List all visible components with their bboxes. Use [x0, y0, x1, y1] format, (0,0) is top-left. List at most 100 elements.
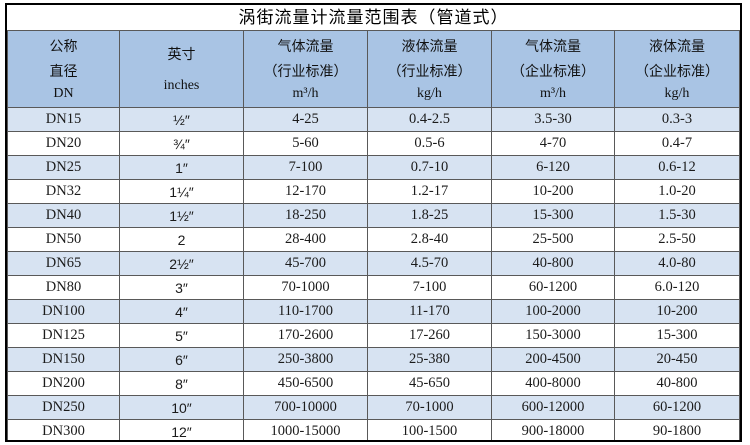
- table-header-row: 公称直径 DN 英寸 inches 气体流量 （行业标准） m³/h 液体流量 （行业标准） kg…: [7, 30, 740, 108]
- cell-inches: 8″: [119, 371, 244, 396]
- table-row-dn100: DN100 4″ 110-1700 11-170 100-2000 10-200: [7, 299, 740, 324]
- cell-dn: DN100: [7, 299, 120, 324]
- col-header-gas-enterprise-line-2: m³/h: [540, 86, 566, 101]
- cell-dn: DN150: [7, 347, 120, 372]
- cell-liquid-enterprise: 40-800: [614, 371, 740, 396]
- cell-liquid-industry: 0.5-6: [367, 131, 492, 156]
- cell-gas-industry: 110-1700: [243, 299, 368, 324]
- cell-gas-enterprise: 3.5-30: [491, 107, 615, 132]
- table-row-dn65: DN65 2½″ 45-700 4.5-70 40-800 4.0-80: [7, 251, 740, 276]
- cell-gas-enterprise: 40-800: [491, 251, 615, 276]
- col-header-gas-enterprise-line-1: （企业标准）: [511, 65, 595, 80]
- col-header-liquid-industry-line-1: （行业标准）: [387, 65, 472, 80]
- cell-gas-enterprise: 200-4500: [491, 347, 615, 372]
- cell-inches: 2: [119, 227, 244, 252]
- cell-inches: 3″: [119, 275, 244, 300]
- flow-range-table: 公称直径 DN 英寸 inches 气体流量 （行业标准） m³/h 液体流量 （行业标准） kg…: [7, 30, 740, 440]
- table-row-dn15: DN15 ½″ 4-25 0.4-2.5 3.5-30 0.3-3: [7, 107, 740, 132]
- cell-liquid-industry: 45-650: [367, 371, 492, 396]
- cell-inches: 5″: [119, 323, 244, 348]
- cell-liquid-enterprise: 0.3-3: [614, 107, 740, 132]
- cell-gas-industry: 12-170: [243, 179, 368, 204]
- cell-dn: DN250: [7, 395, 120, 420]
- table-row-dn150: DN150 6″ 250-3800 25-380 200-4500 20-450: [7, 347, 740, 372]
- cell-gas-industry: 700-10000: [243, 395, 368, 420]
- cell-gas-industry: 28-400: [243, 227, 368, 252]
- cell-gas-enterprise: 100-2000: [491, 299, 615, 324]
- col-header-gas-industry-line-0: 气体流量: [277, 40, 334, 55]
- col-header-liquid-enterprise: 液体流量 （企业标准） kg/h: [614, 30, 740, 108]
- table-row-dn50: DN50 2 28-400 2.8-40 25-500 2.5-50: [7, 227, 740, 252]
- cell-liquid-enterprise: 1.0-20: [614, 179, 740, 204]
- cell-liquid-enterprise: 10-200: [614, 299, 740, 324]
- col-header-liquid-industry-line-2: kg/h: [417, 86, 442, 101]
- cell-inches: 4″: [119, 299, 244, 324]
- col-header-gas-industry-line-1: （行业标准）: [263, 65, 348, 80]
- col-header-dn-line-0: 公称: [49, 40, 78, 55]
- cell-gas-enterprise: 60-1200: [491, 275, 615, 300]
- cell-gas-industry: 450-6500: [243, 371, 368, 396]
- col-header-liquid-industry-lines: 液体流量 （行业标准） kg/h: [369, 32, 491, 107]
- table-title: 涡街流量计流量范围表（管道式）: [7, 5, 740, 30]
- col-header-liquid-enterprise-line-2: kg/h: [664, 86, 690, 101]
- cell-liquid-industry: 0.4-2.5: [367, 107, 492, 132]
- col-header-gas-enterprise-line-0: 气体流量: [525, 40, 581, 55]
- cell-liquid-enterprise: 2.5-50: [614, 227, 740, 252]
- cell-inches: 1¼″: [119, 179, 244, 204]
- cell-gas-industry: 170-2600: [243, 323, 368, 348]
- cell-liquid-enterprise: 0.4-7: [614, 131, 740, 156]
- cell-gas-enterprise: 15-300: [491, 203, 615, 228]
- cell-inches: 12″: [119, 419, 244, 440]
- cell-liquid-enterprise: 6.0-120: [614, 275, 740, 300]
- cell-gas-enterprise: 900-18000: [491, 419, 615, 440]
- table-row-dn25: DN25 1″ 7-100 0.7-10 6-120 0.6-12: [7, 155, 740, 180]
- cell-inches: ½″: [119, 107, 244, 132]
- cell-liquid-enterprise: 60-1200: [614, 395, 740, 420]
- col-header-dn-line-2: DN: [53, 86, 74, 101]
- cell-gas-enterprise: 4-70: [491, 131, 615, 156]
- cell-gas-enterprise: 25-500: [491, 227, 615, 252]
- table-row-dn300: DN300 12″ 1000-15000 100-1500 900-18000 90-18…: [7, 419, 740, 440]
- cell-gas-enterprise: 600-12000: [491, 395, 615, 420]
- table-row-dn32: DN32 1¼″ 12-170 1.2-17 10-200 1.0-20: [7, 179, 740, 204]
- cell-dn: DN200: [7, 371, 120, 396]
- cell-dn: DN300: [7, 419, 120, 440]
- cell-dn: DN80: [7, 275, 120, 300]
- table-row-dn80: DN80 3″ 70-1000 7-100 60-1200 6.0-120: [7, 275, 740, 300]
- cell-gas-industry: 5-60: [243, 131, 368, 156]
- col-header-dn-line-1: 直径: [49, 65, 78, 80]
- cell-liquid-industry: 100-1500: [367, 419, 492, 440]
- table-row-dn200: DN200 8″ 450-6500 45-650 400-8000 40-800: [7, 371, 740, 396]
- col-header-inches-line-0: 英寸: [167, 48, 196, 64]
- col-header-liquid-enterprise-line-0: 液体流量: [649, 40, 705, 55]
- cell-liquid-industry: 4.5-70: [367, 251, 492, 276]
- cell-inches: 10″: [119, 395, 244, 420]
- col-header-liquid-enterprise-line-1: （企业标准）: [635, 65, 719, 80]
- col-header-inches-line-1: inches: [163, 77, 200, 93]
- cell-gas-enterprise: 6-120: [491, 155, 615, 180]
- cell-liquid-enterprise: 15-300: [614, 323, 740, 348]
- cell-liquid-industry: 0.7-10: [367, 155, 492, 180]
- col-header-inches: 英寸 inches: [119, 30, 244, 108]
- cell-liquid-enterprise: 20-450: [614, 347, 740, 372]
- table-header: 公称直径 DN 英寸 inches 气体流量 （行业标准） m³/h 液体流量 （行业标准） kg…: [7, 30, 740, 108]
- cell-liquid-enterprise: 0.6-12: [614, 155, 740, 180]
- cell-gas-industry: 18-250: [243, 203, 368, 228]
- cell-liquid-enterprise: 90-1800: [614, 419, 740, 440]
- cell-dn: DN25: [7, 155, 120, 180]
- col-header-dn: 公称直径 DN: [7, 30, 120, 108]
- cell-inches: 1″: [119, 155, 244, 180]
- cell-gas-enterprise: 150-3000: [491, 323, 615, 348]
- table-row-dn20: DN20 ¾″ 5-60 0.5-6 4-70 0.4-7: [7, 131, 740, 156]
- table-row-dn125: DN125 5″ 170-2600 17-260 150-3000 15-300: [7, 323, 740, 348]
- table-row-dn250: DN250 10″ 700-10000 70-1000 600-12000 60-1200: [7, 395, 740, 420]
- col-header-gas-enterprise-lines: 气体流量 （企业标准） m³/h: [493, 32, 614, 107]
- cell-liquid-industry: 1.2-17: [367, 179, 492, 204]
- cell-inches: 2½″: [119, 251, 244, 276]
- col-header-liquid-industry: 液体流量 （行业标准） kg/h: [367, 30, 492, 108]
- table-body: DN15 ½″ 4-25 0.4-2.5 3.5-30 0.3-3 DN20 ¾″ 5-60 0.…: [7, 107, 740, 440]
- cell-liquid-industry: 70-1000: [367, 395, 492, 420]
- cell-dn: DN50: [7, 227, 120, 252]
- cell-dn: DN32: [7, 179, 120, 204]
- col-header-gas-enterprise: 气体流量 （企业标准） m³/h: [491, 30, 615, 108]
